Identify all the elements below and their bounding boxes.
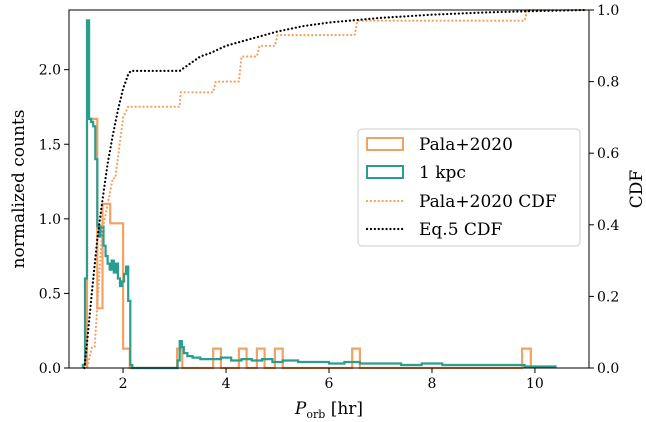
left-y-tick-label: 1.0 [39, 212, 61, 228]
series-pala-2020-cdf-line [83, 8, 588, 370]
axes-layer: 2 4 6 8 10 0.0 0.5 1.0 1.5 2.0 0.0 0.2 0.4 0.6 0.8 1.0 P… [9, 3, 646, 421]
x-axis-label-symbol: P [294, 399, 307, 419]
legend: Pala+2020 1 kpc Pala+2020 CDF Eq.5 CDF [357, 128, 581, 247]
x-tick-label: 10 [526, 376, 544, 392]
x-axis-label-unit: [hr] [325, 399, 363, 419]
plot-layer [81, 8, 588, 370]
left-y-tick-label: 2.0 [39, 63, 61, 79]
right-y-tick-label: 0.8 [597, 75, 619, 91]
left-y-tick-label: 1.5 [39, 137, 61, 153]
legend-swatch-1-kpc [366, 165, 404, 179]
right-y-tick-label: 0.2 [597, 289, 619, 305]
right-y-tick-label: 0.4 [597, 218, 619, 234]
right-y-tick-label: 0.0 [597, 361, 619, 377]
right-y-tick-label: 1.0 [597, 3, 619, 19]
left-y-axis-label: normalized counts [9, 110, 29, 269]
legend-swatch-pala-2020 [366, 137, 404, 151]
legend-label-pala-2020-cdf: Pala+2020 CDF [419, 192, 557, 212]
left-y-tick-label: 0.5 [39, 286, 61, 302]
series-1-kpc-histogram [81, 19, 557, 370]
right-y-tick-label: 0.6 [597, 146, 619, 162]
series-eq-5-cdf-line [83, 8, 588, 370]
x-tick-label: 8 [428, 376, 437, 392]
legend-label-1-kpc: 1 kpc [419, 163, 466, 183]
x-tick-label: 6 [325, 376, 334, 392]
x-tick-label: 2 [119, 376, 128, 392]
right-y-axis-label: CDF [627, 170, 646, 209]
legend-label-eq-5-cdf: Eq.5 CDF [419, 220, 503, 240]
legend-label-pala-2020: Pala+2020 [419, 135, 513, 155]
x-axis-label-subscript: orb [306, 408, 325, 421]
x-tick-label: 4 [222, 376, 231, 392]
left-y-tick-label: 0.0 [39, 361, 61, 377]
legend-box [357, 128, 581, 247]
x-axis-label: Porb [hr] [294, 399, 363, 421]
